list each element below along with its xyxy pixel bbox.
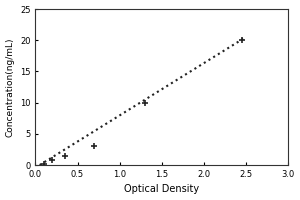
X-axis label: Optical Density: Optical Density [124, 184, 199, 194]
Y-axis label: Concentration(ng/mL): Concentration(ng/mL) [6, 37, 15, 137]
